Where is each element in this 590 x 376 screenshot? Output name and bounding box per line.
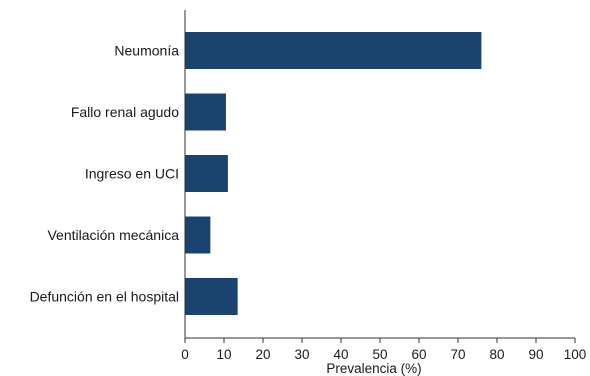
- x-tick-label: 100: [564, 347, 587, 362]
- bar-3: [185, 155, 228, 192]
- bar-4: [185, 216, 211, 254]
- category-label: Defunción en el hospital: [30, 289, 179, 305]
- category-label: Ventilación mecánica: [47, 227, 179, 243]
- category-label: Fallo renal agudo: [71, 104, 179, 120]
- category-label: Neumonía: [114, 43, 179, 59]
- x-tick-label: 80: [489, 347, 504, 362]
- x-tick-label: 70: [450, 347, 465, 362]
- x-tick-label: 90: [528, 347, 543, 362]
- x-tick-label: 20: [255, 347, 270, 362]
- x-axis-ticks: 0 10 20 30 40 50 60 70 80 90 100: [181, 338, 586, 362]
- category-labels: Neumonía Fallo renal agudo Ingreso en UCI V…: [30, 43, 180, 305]
- x-tick-label: 40: [333, 347, 348, 362]
- bar-5: [185, 278, 238, 315]
- bar-2: [185, 93, 226, 131]
- x-tick-label: 60: [411, 347, 426, 362]
- category-label: Ingreso en UCI: [85, 166, 179, 182]
- x-tick-label: 50: [372, 347, 387, 362]
- bar-1: [185, 32, 482, 69]
- x-axis-label: Prevalencia (%): [326, 361, 421, 376]
- x-tick-label: 0: [181, 347, 189, 362]
- x-tick-label: 10: [216, 347, 231, 362]
- bars-group: [185, 32, 482, 315]
- x-tick-label: 30: [294, 347, 309, 362]
